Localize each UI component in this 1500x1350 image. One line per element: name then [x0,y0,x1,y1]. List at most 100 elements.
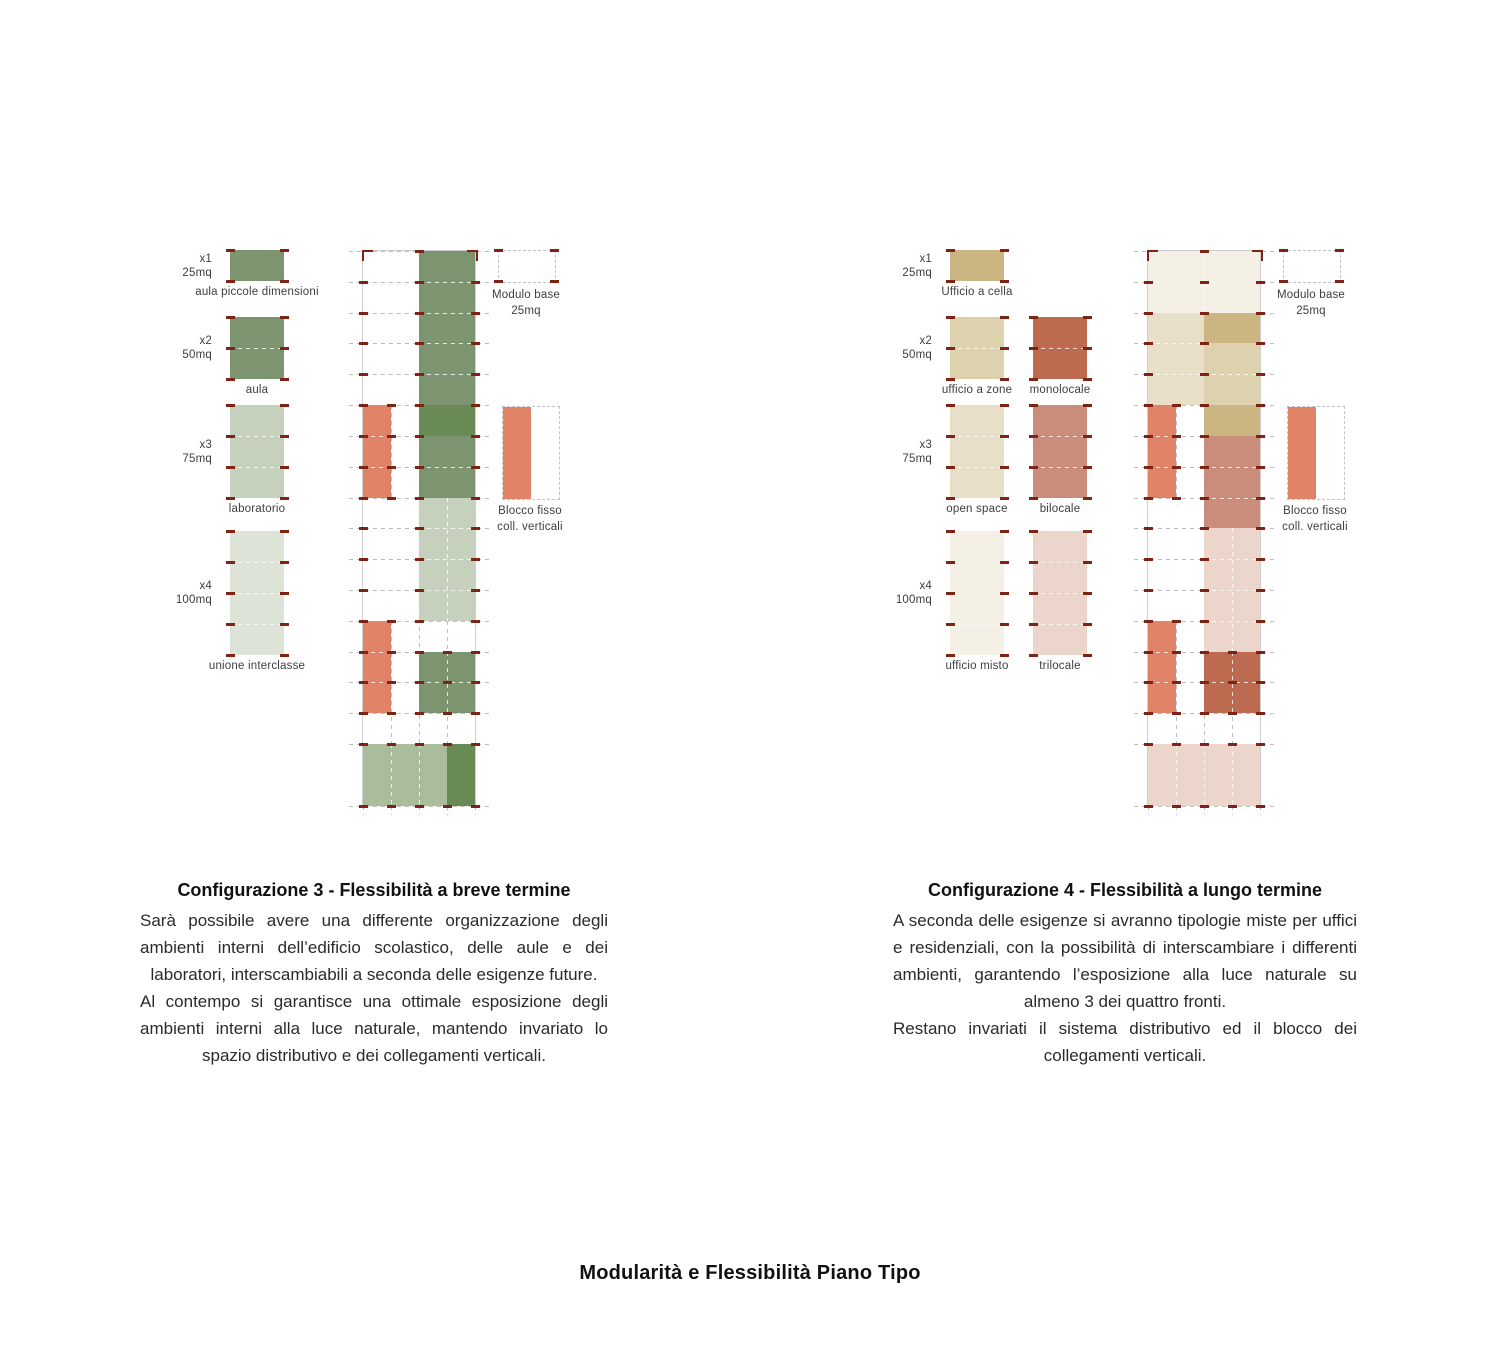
legend-tick [1029,347,1038,350]
grid-block-aula [419,435,475,498]
grid-tick [471,465,480,469]
grid-tick [1256,496,1265,500]
legend-tick [280,561,289,564]
grid-tick [359,496,368,500]
grid-block-bilocale [1204,435,1260,529]
grid-tick [359,527,368,531]
legend-tick [226,561,235,564]
blocco-fisso-fill [1288,407,1316,499]
legend-tick [226,404,235,407]
legend-tick [946,378,955,381]
grid-tick [387,681,396,685]
block-row-divider [419,343,475,345]
module-divider [230,593,284,594]
grid-tick [471,558,480,562]
grid-tick [359,434,368,438]
grid-tick [1256,743,1265,747]
block-row-divider [419,466,475,468]
caption-paragraph: Al contempo si garantisce una ottimale e… [140,992,608,1065]
legend-tick [946,497,955,500]
legend-tick [1083,654,1092,657]
legend-tick [226,497,235,500]
legend-tick [1000,497,1009,500]
legend-size-label: x3 75mq [812,438,932,466]
grid-tick [1144,434,1153,438]
modulo-base-line: 25mq [511,305,541,317]
legend-tick [226,435,235,438]
grid-tick [1256,404,1265,408]
corner-bracket [1147,250,1158,261]
caption-title-config-3: Configurazione 3 - Flessibilità a breve … [177,880,571,900]
grid-tick [1256,681,1265,685]
legend-size-label: x4 100mq [92,579,212,607]
legend-tick [550,280,559,283]
legend-tick [280,592,289,595]
legend-label: bilocale [1039,503,1081,515]
legend-tick [1029,561,1038,564]
grid-stub-line [363,805,364,815]
legend-label: aula [245,384,269,396]
legend-tick [280,316,289,319]
grid-tick [359,619,368,623]
legend-tick [1279,280,1288,283]
legend-tick [1083,466,1092,469]
grid-tick [359,280,368,284]
grid-tick [359,342,368,346]
grid-tick [415,342,424,346]
grid-tick [387,712,396,716]
grid-tick [1200,465,1209,469]
grid-block-blocco-fisso [1148,405,1176,498]
module-divider [230,624,284,625]
grid-tick [359,311,368,315]
legend-tick [1083,497,1092,500]
legend-tick [946,592,955,595]
legend-tick [1083,347,1092,350]
grid-tick [1200,373,1209,377]
block-row-divider [363,651,391,653]
legend-tick [494,249,503,252]
grid-block-ufficio-a-cella [1204,405,1260,436]
legend-tick [1000,592,1009,595]
grid-tick [415,250,424,253]
grid-tick [1144,404,1153,408]
legend-tick [280,249,289,252]
grid-tick [415,280,424,284]
grid-tick [1172,681,1181,685]
grid-tick [1256,465,1265,469]
legend-tick [1029,316,1038,319]
block-row-divider [1148,466,1176,468]
module-divider [950,436,1004,437]
modulo-base-label: Modulo base 25mq [446,287,606,319]
grid-tick [1228,681,1237,685]
legend-tick [946,561,955,564]
grid-tick [415,804,424,808]
grid-tick [1200,619,1209,623]
grid-tick [471,619,480,623]
blocco-fisso-label: Blocco fisso coll. verticali [1235,503,1395,535]
grid-tick [1200,250,1209,253]
legend-size-label: x1 25mq [92,252,212,280]
grid-tick [1200,527,1209,531]
grid-tick [415,650,424,654]
blocco-fisso-swatch [502,406,560,500]
modulo-base-swatch [1283,250,1341,283]
grid-tick [1144,373,1153,377]
grid-stub-line [1232,805,1233,815]
grid-block-trilocale [1204,528,1260,652]
grid-tick [415,558,424,562]
legend-mult: x4 [919,580,932,592]
grid-tick [415,311,424,315]
block-row-divider [363,435,391,437]
legend-label: open space [946,503,1008,515]
grid-block-aula-piccole-dimensioni [419,405,475,436]
grid-tick [1256,434,1265,438]
grid-tick [1172,496,1181,500]
legend-tick [1000,249,1009,252]
grid-tick [1200,804,1209,808]
module-swatch-unione-interclasse [230,531,284,655]
legend-tick [1029,404,1038,407]
caption-configurazione-4: Configurazione 4 - Flessibilità a lungo … [893,878,1357,1069]
caption-paragraph: Restano invariati il sistema distributiv… [893,1019,1357,1065]
grid-tick [1200,681,1209,685]
caption-title-config-4: Configurazione 4 - Flessibilità a lungo … [927,880,1323,900]
